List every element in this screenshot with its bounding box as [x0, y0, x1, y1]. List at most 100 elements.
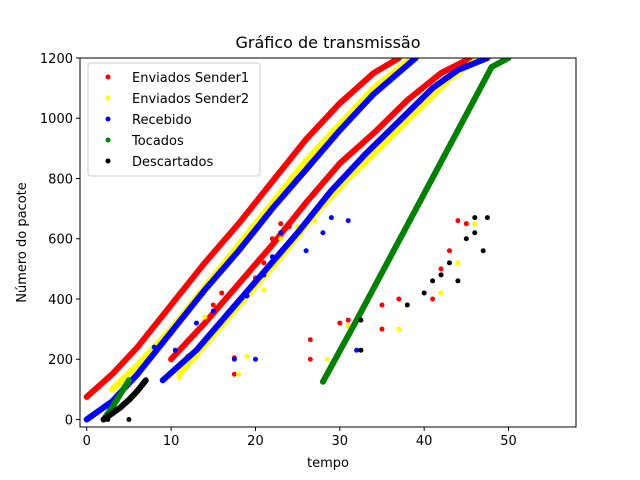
legend-label-4: Descartados: [132, 155, 214, 170]
series-2-point-13: [345, 218, 351, 224]
series-4-point-5: [421, 290, 427, 296]
series-2-point-7: [261, 272, 267, 278]
series-0-point-13: [307, 337, 313, 343]
series-0-point-18: [396, 296, 402, 302]
series-2-point-9: [278, 230, 284, 236]
series-4-point-4: [404, 302, 410, 308]
series-4-point-10: [463, 236, 469, 242]
x-tick-label-5: 50: [500, 434, 517, 449]
series-4-point-14: [484, 215, 490, 221]
series-1-point-5: [278, 236, 284, 242]
series-4-point-7: [438, 272, 444, 278]
series-1-point-4: [261, 287, 267, 293]
series-4-point-11: [472, 230, 478, 236]
series-4-point-6: [430, 278, 436, 284]
series-0-point-21: [446, 248, 452, 254]
legend-label-1: Enviados Sender2: [132, 92, 249, 107]
legend-box: [87, 62, 261, 177]
legend-marker-3: [105, 137, 111, 143]
series-2-point-6: [252, 356, 258, 362]
series-2-trend-1: [159, 58, 491, 384]
series-4-point-2: [358, 317, 364, 323]
series-0-point-8: [261, 260, 267, 266]
series-4-point-0: [105, 416, 111, 422]
y-tick-label-4: 800: [48, 172, 73, 187]
x-tick-label-1: 10: [163, 434, 180, 449]
series-2-point-8: [269, 254, 275, 260]
y-axis-label: Número do pacote: [15, 182, 30, 303]
x-tick-label-3: 30: [332, 434, 349, 449]
series-1-point-13: [455, 260, 461, 266]
plot-frame: [79, 57, 577, 428]
x-axis-label: tempo: [307, 456, 349, 471]
series-1-point-8: [324, 356, 330, 362]
x-tick-label-0: 0: [83, 434, 91, 449]
series-2-point-4: [231, 356, 237, 362]
series-2-point-11: [320, 230, 326, 236]
series-4-point-1: [126, 416, 132, 422]
legend-label-2: Recebido: [132, 113, 192, 128]
chart-title: Gráfico de transmissão: [235, 33, 420, 52]
y-tick-label-2: 400: [48, 293, 73, 308]
y-tick-label-5: 1000: [40, 112, 73, 127]
series-4-point-3: [358, 347, 364, 353]
series-0-point-9: [269, 236, 275, 242]
x-tick-label-4: 40: [416, 434, 433, 449]
series-4-point-13: [472, 215, 478, 221]
series-1-point-3: [244, 353, 250, 359]
series-0-point-11: [286, 224, 292, 230]
series-0-point-1: [210, 302, 216, 308]
series-1-point-0: [177, 374, 183, 380]
series-2-point-1: [172, 347, 178, 353]
series-0-point-17: [379, 302, 385, 308]
series-1-trend-1: [176, 58, 482, 378]
series-1-point-2: [236, 371, 242, 377]
series-1-point-7: [312, 218, 318, 224]
series-4-trend-0: [100, 377, 149, 423]
series-2-point-12: [328, 215, 334, 221]
y-tick-label-0: 0: [65, 413, 73, 428]
series-1-point-15: [472, 221, 478, 227]
legend-marker-4: [105, 158, 111, 164]
series-4: [100, 215, 490, 423]
series-0-trend-1: [168, 58, 474, 363]
series-0-point-5: [236, 281, 242, 287]
series-0-point-22: [455, 218, 461, 224]
series-2-point-3: [210, 308, 216, 314]
series-1-point-1: [202, 314, 208, 320]
series-0-point-14: [337, 320, 343, 326]
series-3-trend-1: [319, 58, 512, 385]
series-0: [83, 58, 474, 400]
y-tick-label-1: 200: [48, 353, 73, 368]
series-0-point-10: [278, 221, 284, 227]
series-0-trend-0: [83, 58, 402, 400]
series-1-point-10: [396, 326, 402, 332]
legend-marker-2: [105, 116, 111, 122]
x-tick-label-2: 20: [247, 434, 264, 449]
series-0-point-16: [379, 326, 385, 332]
series-1-point-12: [438, 290, 444, 296]
series-0-point-23: [463, 221, 469, 227]
legend: Enviados Sender1 Enviados Sender2 Recebido…: [87, 62, 261, 177]
legend-label-3: Tocados: [131, 134, 184, 149]
legend-label-0: Enviados Sender1: [132, 71, 249, 86]
series-2-point-5: [244, 293, 250, 299]
series-0-point-12: [307, 356, 313, 362]
series-2-point-0: [151, 344, 157, 350]
series-4-point-9: [455, 278, 461, 284]
axes: 0 10 20 30 40 50 0 200 400 600 800 1000 1200: [40, 52, 577, 449]
data-marks: [83, 58, 512, 423]
series-0-point-19: [430, 296, 436, 302]
series-4-point-8: [446, 260, 452, 266]
series-0-point-2: [219, 290, 225, 296]
legend-marker-0: [105, 74, 111, 80]
series-2-point-2: [193, 320, 199, 326]
legend-marker-1: [105, 95, 111, 101]
y-tick-label-6: 1200: [40, 52, 73, 67]
series-2-point-14: [354, 347, 360, 353]
series-0-point-15: [345, 317, 351, 323]
series-4-point-12: [480, 248, 486, 254]
y-tick-label-3: 600: [48, 233, 73, 248]
series-2-point-10: [303, 248, 309, 254]
